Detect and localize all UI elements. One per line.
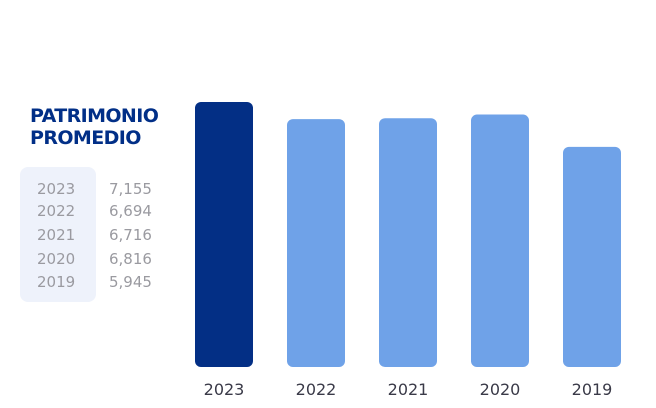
table-value-2021: 6,716 [109, 226, 152, 244]
table-value-2020: 6,816 [109, 250, 152, 268]
table-year-2023: 2023 [37, 180, 76, 198]
x-tick-label-2021: 2021 [388, 380, 429, 399]
table-year-2020: 2020 [37, 250, 76, 268]
bar-2022 [287, 119, 345, 368]
table-year-2021: 2021 [37, 226, 76, 244]
chart-title-line-1: PATRIMONIO [30, 105, 159, 127]
bar-2021 [379, 118, 437, 367]
bar-2019 [563, 146, 621, 367]
x-tick-label-2020: 2020 [480, 380, 521, 399]
chart-title: PATRIMONIO PROMEDIO [30, 105, 190, 149]
chart-title-line-2: PROMEDIO [30, 127, 141, 149]
bar-2023 [195, 102, 253, 367]
x-tick-label-2019: 2019 [572, 380, 613, 399]
table-value-2019: 5,945 [109, 273, 152, 291]
table-value-2022: 6,694 [109, 202, 152, 220]
table-year-2022: 2022 [37, 202, 76, 220]
bars [195, 102, 621, 368]
bar-2020 [471, 114, 529, 367]
table-year-2019: 2019 [37, 273, 76, 291]
table-value-2023: 7,155 [109, 180, 152, 198]
x-tick-label-2022: 2022 [296, 380, 337, 399]
category-labels: 2023 2022 2021 2020 2019 [204, 380, 613, 399]
values-table-panel [20, 167, 96, 302]
x-tick-label-2023: 2023 [204, 380, 245, 399]
